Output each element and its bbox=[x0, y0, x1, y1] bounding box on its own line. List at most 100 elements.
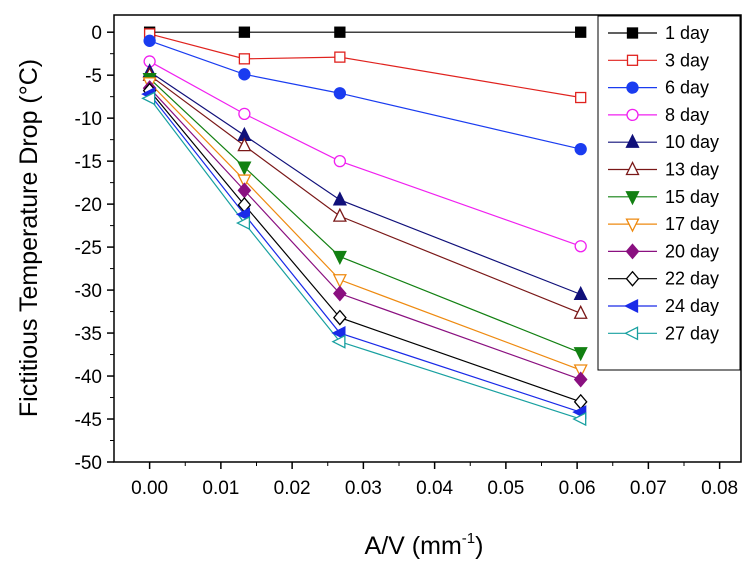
data-point bbox=[238, 107, 251, 121]
y-axis: 0 -5 -10 -15 -20 -25 -30 -35 -40 -45 -50 bbox=[75, 23, 114, 474]
y-tick-label: -20 bbox=[75, 195, 102, 216]
series-lines bbox=[149, 31, 581, 420]
data-point bbox=[333, 154, 347, 168]
legend-item: 8 day bbox=[608, 105, 709, 125]
y-tick-label: -15 bbox=[75, 152, 102, 173]
legend-marker bbox=[626, 54, 639, 66]
legend-label: 10 day bbox=[665, 132, 719, 152]
legend-marker bbox=[626, 27, 639, 39]
legend-item: 20 day bbox=[608, 241, 719, 261]
x-tick-label: 0.02 bbox=[274, 478, 311, 499]
x-tick-label: 0.04 bbox=[416, 478, 453, 499]
legend-label: 13 day bbox=[665, 160, 719, 180]
series-line bbox=[149, 98, 581, 420]
y-tick-label: -30 bbox=[75, 281, 102, 302]
legend-marker bbox=[624, 326, 639, 341]
legend-item: 17 day bbox=[608, 214, 719, 234]
x-axis-title-close: ) bbox=[475, 532, 483, 560]
series-line bbox=[149, 60, 581, 247]
y-tick-label: 0 bbox=[91, 23, 102, 44]
data-point bbox=[332, 250, 347, 266]
data-point bbox=[143, 34, 156, 47]
data-point bbox=[573, 285, 588, 301]
series-line bbox=[149, 40, 581, 150]
legend-marker bbox=[625, 270, 640, 287]
y-tick-label: -35 bbox=[75, 324, 102, 345]
data-point bbox=[573, 304, 588, 319]
y-tick-label: -5 bbox=[85, 66, 102, 87]
x-tick-label: 0.01 bbox=[202, 478, 239, 499]
y-tick-label: -45 bbox=[75, 410, 102, 431]
data-point bbox=[332, 191, 347, 206]
data-point bbox=[573, 364, 588, 379]
plot-frame bbox=[113, 14, 742, 463]
legend-marker bbox=[626, 81, 639, 94]
x-axis-title-main: A/V (mm bbox=[365, 532, 462, 560]
data-point bbox=[332, 207, 347, 222]
data-point bbox=[238, 53, 251, 65]
legend-label: 6 day bbox=[665, 78, 709, 98]
data-point bbox=[332, 274, 347, 289]
data-point bbox=[575, 26, 587, 38]
data-point bbox=[238, 26, 251, 38]
series-line bbox=[149, 82, 581, 371]
y-axis-title: Fictitious Temperature Drop (°C) bbox=[15, 59, 43, 417]
x-tick-label: 0.00 bbox=[131, 478, 168, 499]
legend-label: 22 day bbox=[665, 269, 719, 289]
data-point bbox=[573, 371, 588, 388]
legend-label: 17 day bbox=[665, 214, 719, 234]
legend-item: 10 day bbox=[608, 132, 719, 152]
legend-item: 3 day bbox=[608, 50, 709, 70]
legend-label: 1 day bbox=[665, 23, 709, 43]
legend-label: 24 day bbox=[665, 296, 719, 316]
y-tick-label: -50 bbox=[75, 453, 102, 474]
series-line bbox=[149, 74, 581, 314]
legend-item: 1 day bbox=[608, 23, 709, 43]
legend-label: 27 day bbox=[665, 323, 719, 343]
x-tick-label: 0.03 bbox=[345, 478, 382, 499]
legend-marker bbox=[625, 218, 640, 233]
x-tick-label: 0.07 bbox=[630, 478, 667, 499]
data-point bbox=[334, 26, 346, 38]
x-axis: 0.00 0.01 0.02 0.03 0.04 0.05 0.06 0.07 0.08 bbox=[131, 462, 738, 499]
data-point bbox=[334, 51, 346, 63]
legend-marker bbox=[624, 298, 639, 314]
legend-label: 8 day bbox=[665, 105, 709, 125]
legend-item: 13 day bbox=[608, 160, 719, 180]
legend-item: 22 day bbox=[608, 269, 719, 289]
legend-item: 6 day bbox=[608, 78, 709, 98]
legend-label: 20 day bbox=[665, 241, 719, 261]
legend-marker bbox=[625, 133, 640, 148]
series-line bbox=[149, 93, 581, 413]
x-tick-label: 0.08 bbox=[701, 478, 738, 499]
legend-item: 27 day bbox=[608, 323, 719, 343]
legend-frame bbox=[597, 15, 741, 371]
data-point bbox=[574, 240, 587, 253]
data-point bbox=[333, 285, 347, 302]
series-line bbox=[149, 71, 581, 295]
data-point bbox=[235, 207, 251, 222]
legend-label: 3 day bbox=[665, 50, 709, 70]
x-tick-label: 0.06 bbox=[559, 478, 596, 499]
legend-marker bbox=[625, 191, 640, 206]
series-line bbox=[149, 90, 581, 403]
legend-marker bbox=[626, 108, 639, 122]
legend-item: 15 day bbox=[608, 187, 719, 207]
series-markers bbox=[141, 26, 588, 427]
data-point bbox=[237, 174, 252, 189]
x-tick-label: 0.05 bbox=[487, 478, 524, 499]
y-tick-label: -40 bbox=[75, 367, 102, 388]
legend-marker bbox=[625, 161, 640, 176]
data-point bbox=[331, 326, 346, 341]
data-point bbox=[572, 411, 587, 427]
data-point bbox=[574, 142, 587, 156]
data-point bbox=[333, 87, 347, 100]
data-point bbox=[235, 215, 251, 231]
series-line bbox=[149, 87, 581, 381]
data-point bbox=[573, 347, 588, 362]
y-tick-label: -25 bbox=[75, 238, 102, 259]
legend-marker bbox=[625, 243, 640, 260]
x-axis-title: A/V (mm-1) bbox=[365, 530, 484, 560]
y-tick-label: -10 bbox=[75, 109, 102, 130]
